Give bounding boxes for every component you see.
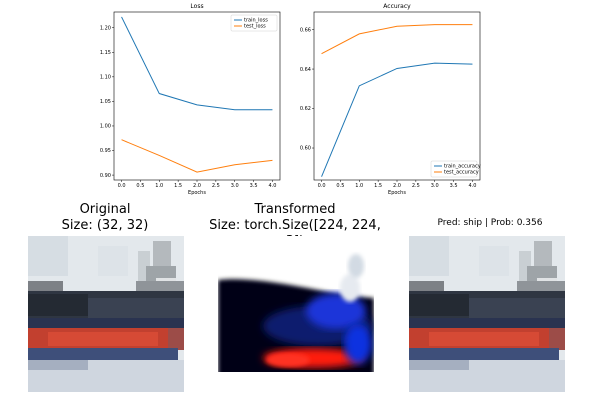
x-tick-label: 2.5 [412,183,420,189]
transformed-title-label: Transformed [254,202,336,217]
series-line-train-accuracy [321,62,473,177]
y-tick-label: 0.60 [300,146,311,152]
chart-title: Loss [190,3,203,10]
prediction-title: Pred: ship | Prob: 0.356 [405,217,575,229]
original-title-label: Original [79,202,131,217]
x-tick-label: 1.5 [174,183,182,189]
x-tick-label: 2.0 [193,183,201,189]
legend-label: train_loss [244,18,268,24]
plot-frame [113,11,281,181]
original-ship-image [28,236,184,392]
x-tick-label: 1.0 [155,183,163,189]
prediction-label: Pred: ship | Prob: 0.356 [437,218,543,228]
original-size-label: Size: (32, 32) [61,218,149,233]
x-tick-label: 2.5 [212,183,220,189]
x-tick-label: 2.0 [393,183,401,189]
prediction-ship-image [409,236,565,392]
series-line-test-accuracy [321,24,473,55]
y-tick-label: 0.64 [300,67,311,73]
x-tick-label: 1.0 [355,183,363,189]
x-axis-label: Epochs [188,190,206,196]
loss-chart: Loss 0.0 0.5 1.0 1.5 2.0 2.5 3.0 3.5 4.0 0.90 0.95 1… [100,3,281,196]
accuracy-chart: Accuracy 0.0 0.5 1.0 1.5 2.0 2.5 3.0 3.5 4.0 0.60 0… [300,3,481,196]
legend-box [230,14,278,32]
original-image-title: Original Size: (32, 32) [25,202,185,234]
x-tick-label: 0.0 [118,183,126,189]
plot-frame [313,11,481,181]
series-line-test-loss [121,139,273,173]
x-tick-label: 0.5 [336,183,344,189]
y-tick-label: 0.95 [100,148,111,154]
y-tick-label: 0.66 [300,27,311,33]
x-tick-label: 1.5 [374,183,382,189]
x-tick-label: 3.5 [450,183,458,189]
x-tick-label: 0.5 [136,183,144,189]
y-tick-label: 1.05 [100,99,111,105]
x-tick-label: 0.0 [318,183,326,189]
legend-box [430,160,478,178]
transformed-ship-image [218,236,374,392]
chart-title: Accuracy [383,3,411,10]
x-tick-label: 3.0 [431,183,439,189]
legend-label: train_accuracy [444,164,481,170]
x-tick-label: 4.0 [268,183,276,189]
y-tick-label: 1.00 [100,124,111,130]
legend-label: test_loss [244,24,266,30]
legend-label: test_accuracy [444,170,479,176]
y-tick-label: 1.10 [100,75,111,81]
y-tick-label: 0.90 [100,173,111,179]
y-tick-label: 1.15 [100,50,111,56]
x-tick-label: 3.5 [250,183,258,189]
y-tick-label: 0.62 [300,106,311,112]
x-axis-label: Epochs [388,190,406,196]
y-tick-label: 1.20 [100,25,111,31]
x-tick-label: 4.0 [468,183,476,189]
x-tick-label: 3.0 [231,183,239,189]
